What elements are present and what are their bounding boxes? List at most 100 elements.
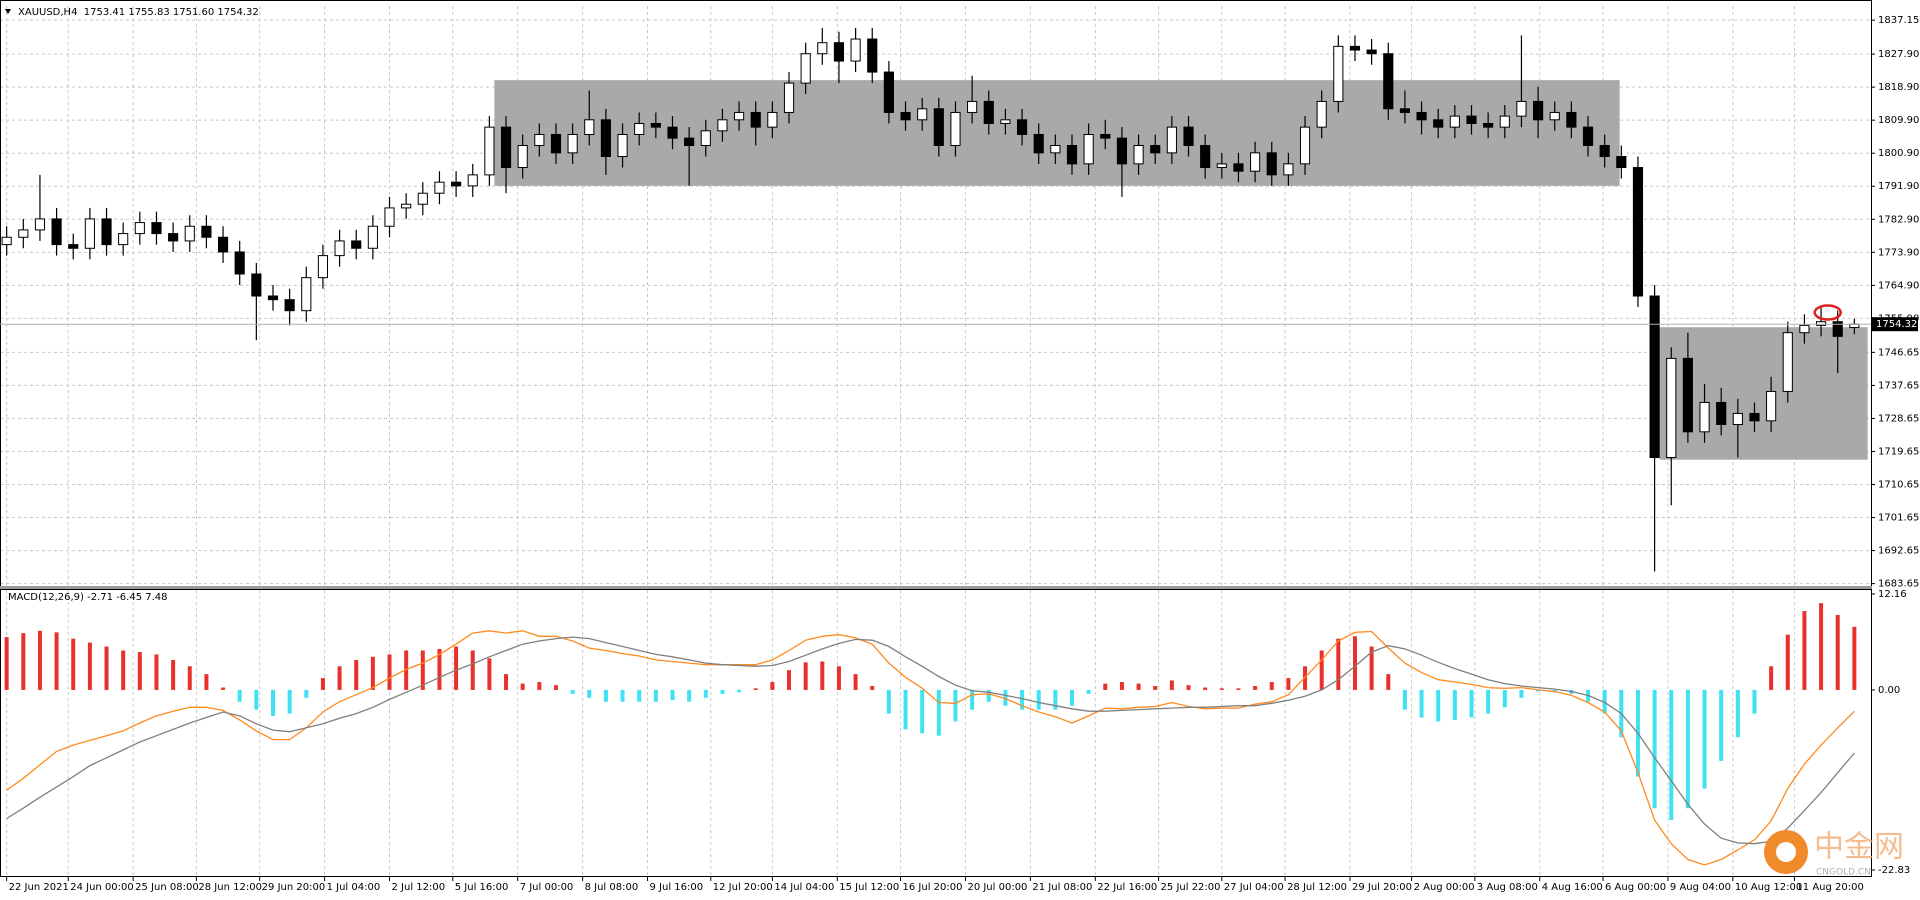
candle-body — [917, 108, 928, 121]
candle-body — [1316, 100, 1327, 128]
y-tick-label: 1683.65 — [1878, 579, 1919, 590]
histogram-bar — [504, 674, 509, 690]
histogram-bar — [187, 666, 192, 690]
histogram-bar — [537, 682, 542, 690]
candle-body — [1466, 115, 1477, 124]
histogram-bar — [770, 682, 775, 690]
y-tick-label: 1710.65 — [1878, 480, 1919, 491]
histogram-bar — [420, 650, 425, 690]
histogram-bar — [1069, 689, 1074, 706]
candle-body — [1166, 126, 1177, 154]
y-tick-label: 1701.65 — [1878, 513, 1919, 524]
candle-body — [134, 222, 145, 235]
histogram-bar — [753, 688, 758, 690]
candle-body — [634, 122, 645, 135]
x-tick-label: 10 Aug 12:00 — [1735, 882, 1802, 893]
candle-body — [1383, 53, 1394, 110]
histogram-bar — [1835, 614, 1840, 690]
histogram-bar — [320, 678, 325, 690]
candle-body — [434, 181, 445, 194]
candle-body — [301, 277, 312, 312]
histogram-bar — [1685, 689, 1690, 809]
histogram-bar — [1003, 689, 1008, 706]
histogram-bar — [270, 689, 275, 716]
histogram-bar — [1103, 683, 1108, 690]
candle-body — [534, 133, 545, 146]
histogram-bar — [1752, 689, 1757, 714]
candle-body — [1216, 163, 1227, 169]
candle-body — [1749, 412, 1760, 422]
histogram-bar — [670, 689, 675, 701]
candle-body — [567, 133, 578, 154]
x-tick-label: 7 Jul 00:00 — [520, 882, 574, 893]
x-tick-label: 15 Jul 12:00 — [839, 882, 899, 893]
histogram-bar — [21, 633, 26, 690]
histogram-bar — [1036, 689, 1041, 710]
histogram-bar — [387, 654, 392, 690]
histogram-bar — [1253, 685, 1258, 690]
candle-body — [617, 133, 628, 158]
x-tick-label: 29 Jul 20:00 — [1352, 882, 1412, 893]
x-tick-label: 11 Aug 20:00 — [1796, 882, 1863, 893]
candle-body — [1366, 49, 1377, 55]
candle-body — [1449, 115, 1460, 128]
histogram-bar — [953, 689, 958, 722]
candle-body — [1033, 133, 1044, 154]
y-tick-label: 1692.65 — [1878, 546, 1919, 557]
candle-body — [684, 137, 695, 146]
histogram-bar — [836, 666, 841, 690]
candle-body — [1050, 144, 1061, 154]
histogram-bar — [620, 689, 625, 702]
candle-body — [1133, 144, 1144, 165]
histogram-bar — [920, 689, 925, 734]
histogram-bar — [1319, 650, 1324, 690]
histogram-bar — [87, 642, 92, 690]
histogram-bar — [370, 656, 375, 690]
histogram-bar — [154, 654, 159, 690]
candle-body — [1200, 144, 1211, 169]
zone — [494, 80, 1620, 186]
y-tick-label: 1791.90 — [1878, 181, 1919, 192]
candle-body — [1616, 156, 1627, 169]
histogram-bar — [570, 689, 575, 694]
x-tick-label: 16 Jul 20:00 — [903, 882, 963, 893]
candle-body — [467, 174, 478, 187]
histogram-bar — [1203, 687, 1208, 690]
histogram-bar — [1402, 689, 1407, 710]
candle-body — [1333, 45, 1344, 102]
candle-body — [517, 144, 528, 169]
x-tick-label: 4 Aug 16:00 — [1542, 882, 1603, 893]
candle-body — [251, 273, 262, 297]
histogram-bar — [1153, 685, 1158, 690]
candle-body — [600, 119, 611, 158]
x-tick-label: 5 Jul 16:00 — [455, 882, 509, 893]
last-price-label: 1754.32 — [1876, 319, 1917, 330]
x-tick-label: 29 Jun 20:00 — [262, 882, 326, 893]
histogram-bar — [487, 658, 492, 690]
candle-body — [1283, 163, 1294, 176]
histogram-bar — [237, 689, 242, 702]
histogram-bar — [803, 662, 808, 690]
candle-body — [833, 42, 845, 62]
y-tick-label: 1773.90 — [1878, 247, 1919, 258]
histogram-bar — [204, 674, 209, 690]
candle-body — [1116, 137, 1128, 165]
histogram-bar — [520, 683, 525, 690]
histogram-bar — [104, 646, 109, 690]
histogram-bar — [1469, 689, 1474, 718]
histogram-bar — [1236, 688, 1241, 690]
histogram-bar — [737, 689, 742, 693]
histogram-bar — [1336, 638, 1341, 690]
x-tick-label: 25 Jun 08:00 — [135, 882, 199, 893]
candle-body — [68, 244, 79, 249]
y-tick-label: 12.16 — [1878, 589, 1907, 600]
x-tick-label: 22 Jul 16:00 — [1097, 882, 1157, 893]
histogram-bar — [1785, 634, 1790, 690]
candle-body — [184, 225, 195, 242]
candle-body — [34, 218, 46, 231]
candle-body — [1483, 122, 1494, 128]
candle-body — [1299, 126, 1311, 165]
x-tick-label: 9 Aug 04:00 — [1670, 882, 1731, 893]
histogram-bar — [1802, 611, 1807, 690]
